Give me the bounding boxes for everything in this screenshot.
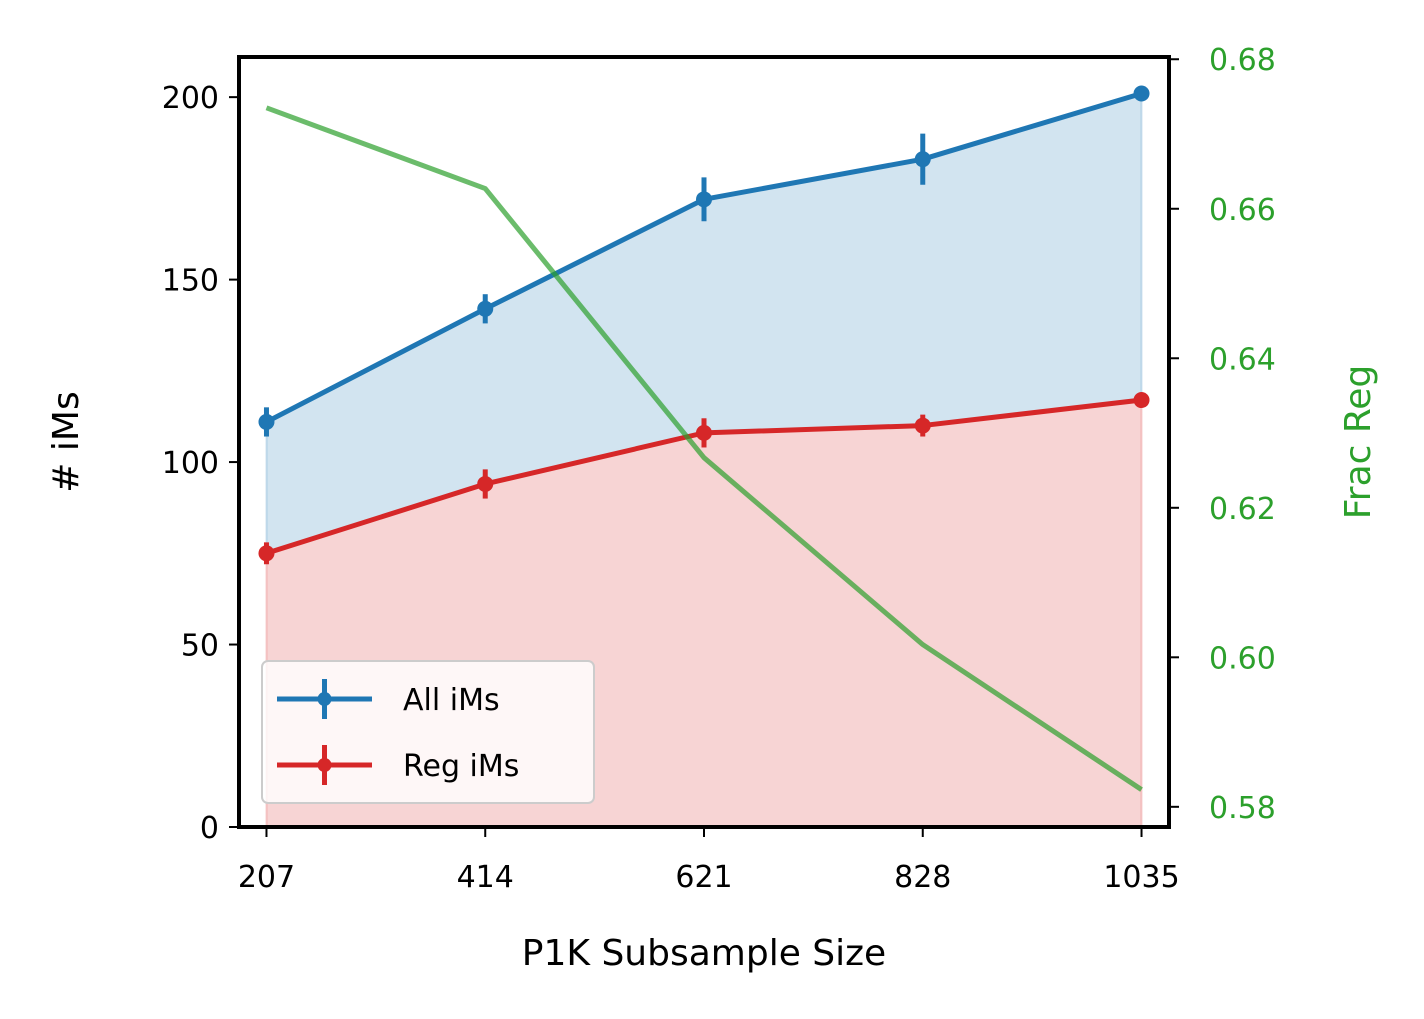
- x-tick-label: 1035: [1103, 860, 1179, 895]
- all-ims-point: [696, 191, 712, 208]
- reg-ims-point: [696, 424, 712, 441]
- reg-ims-point: [1133, 392, 1150, 409]
- reg-ims-point: [477, 475, 494, 492]
- x-tick-label: 621: [675, 860, 732, 895]
- all-ims-point: [914, 151, 931, 168]
- data-markers: [258, 85, 1150, 565]
- y-right-tick-label: 0.68: [1209, 43, 1276, 78]
- y-right-tick-label: 0.66: [1209, 193, 1276, 228]
- x-tick-label: 828: [894, 860, 951, 895]
- y-axis-title: # iMs: [46, 391, 87, 492]
- x-axis-title: P1K Subsample Size: [522, 933, 886, 974]
- y-tick-label: 200: [162, 81, 219, 116]
- all-ims-point: [477, 300, 494, 317]
- all-ims-point: [258, 413, 275, 430]
- x-tick-label: 414: [457, 860, 514, 895]
- y-right-tick-label: 0.64: [1209, 342, 1276, 377]
- legend-all-ims-label: All iMs: [403, 683, 500, 718]
- y-axis-left: 0 50 100 150 200: [162, 81, 239, 846]
- legend-reg-ims-label: Reg iMs: [403, 749, 519, 784]
- reg-ims-point: [914, 417, 931, 434]
- legend-all-ims-marker: [317, 692, 332, 706]
- legend-reg-ims-marker: [317, 758, 332, 772]
- y-axis-right-title: Frac Reg: [1338, 365, 1379, 520]
- y-tick-label: 0: [200, 811, 219, 846]
- y-right-tick-label: 0.60: [1209, 641, 1276, 676]
- y-tick-label: 100: [162, 446, 219, 481]
- all-ims-point: [1133, 85, 1150, 102]
- x-axis: 207 414 621 828 1035: [238, 827, 1180, 895]
- x-tick-label: 207: [238, 860, 295, 895]
- y-tick-label: 150: [162, 264, 219, 299]
- y-right-tick-label: 0.58: [1209, 791, 1276, 826]
- y-right-tick-label: 0.62: [1209, 492, 1276, 527]
- legend: All iMs Reg iMs: [261, 660, 595, 804]
- y-axis-right: 0.58 0.60 0.62 0.64 0.66 0.68: [1169, 43, 1276, 826]
- reg-ims-point: [258, 545, 275, 562]
- y-tick-label: 50: [181, 629, 219, 664]
- frac-reg-line: [265, 105, 1143, 792]
